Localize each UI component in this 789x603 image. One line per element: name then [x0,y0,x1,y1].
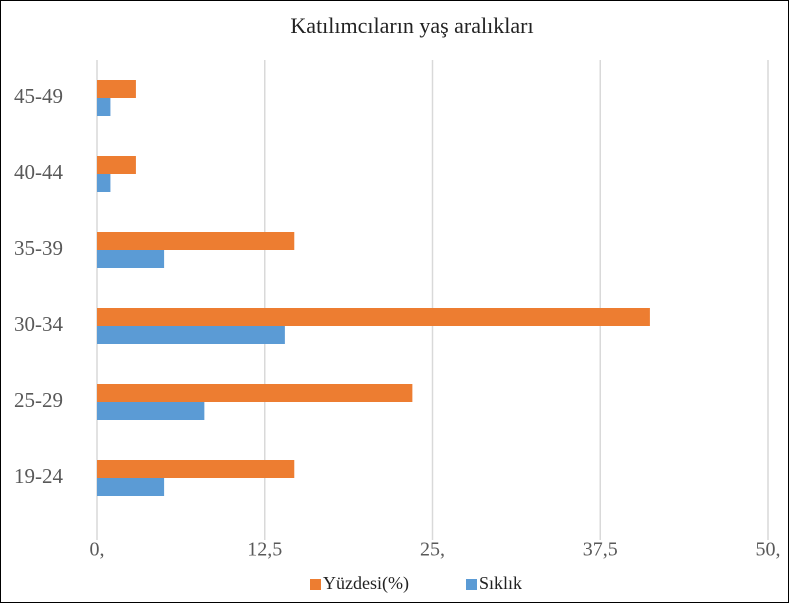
bar [97,156,136,174]
bar [97,80,136,98]
x-tick-label: 0, [90,539,105,561]
bar [97,308,650,326]
y-tick-label: 40-44 [14,160,63,184]
bar [97,402,205,420]
bar [97,98,111,116]
bar [97,232,295,250]
bar [97,250,165,268]
x-tick-label: 50, [756,539,781,561]
y-tick-label: 35-39 [14,236,63,260]
bar [97,174,111,192]
y-tick-label: 19-24 [14,464,63,488]
bar [97,326,285,344]
bar [97,478,165,496]
y-tick-label: 30-34 [14,312,63,336]
x-tick-label: 37,5 [583,539,618,561]
legend-swatch [466,579,477,590]
legend-label: Sıklık [479,573,522,593]
x-tick-label: 12,5 [247,539,282,561]
bar [97,384,413,402]
legend-swatch [310,579,321,590]
x-tick-label: 25, [420,539,445,561]
bar [97,460,295,478]
chart-title: Katılımcıların yaş aralıkları [290,13,533,38]
y-tick-label: 45-49 [14,84,63,108]
legend-label: Yüzdesi(%) [323,573,409,594]
y-tick-label: 25-29 [14,388,63,412]
